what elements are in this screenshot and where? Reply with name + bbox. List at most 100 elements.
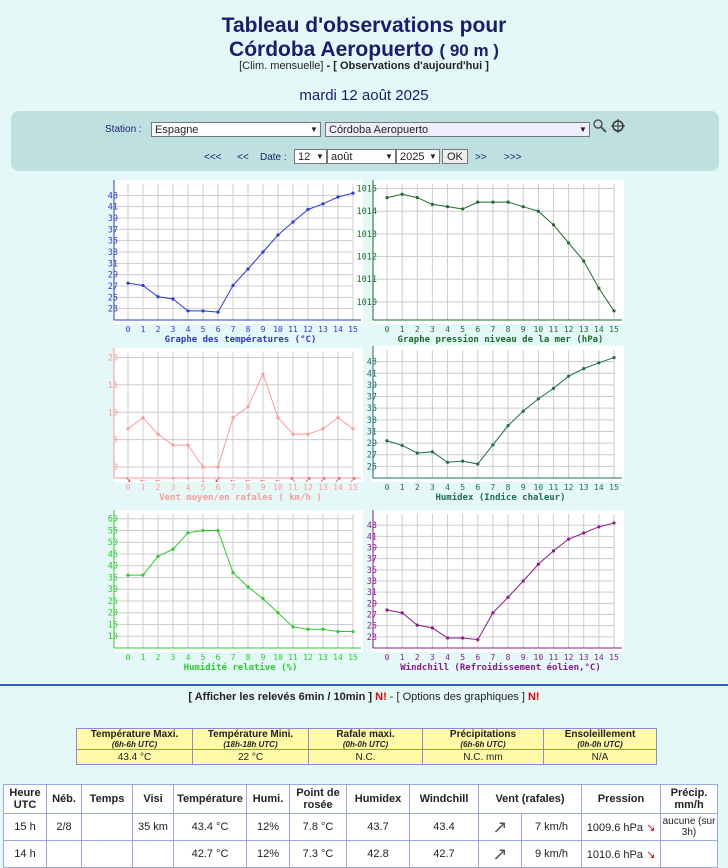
y-tick-label: 20 bbox=[108, 353, 118, 363]
y-tick-label: 39 bbox=[108, 214, 118, 224]
x-tick-label: 6 bbox=[216, 325, 221, 334]
x-tick-label: 1 bbox=[141, 653, 146, 662]
wind-arrow-icon: ↘ bbox=[125, 475, 132, 484]
search-icon[interactable] bbox=[593, 119, 607, 133]
x-tick-label: 3 bbox=[430, 325, 435, 334]
x-tick-label: 9 bbox=[521, 325, 526, 334]
y-tick-label: 0 bbox=[113, 463, 118, 473]
chevron-down-icon: ▼ bbox=[579, 125, 587, 134]
data-point bbox=[612, 521, 616, 525]
data-point bbox=[536, 397, 540, 401]
summary-value: 22 °C bbox=[192, 749, 309, 765]
x-tick-label: 13 bbox=[318, 325, 328, 334]
x-tick-label: 5 bbox=[201, 653, 206, 662]
x-tick-label: 3 bbox=[171, 653, 176, 662]
x-tick-label: 15 bbox=[348, 325, 358, 334]
nav-far-back[interactable]: <<< bbox=[204, 152, 222, 163]
nav-far-forward[interactable]: >>> bbox=[504, 152, 522, 163]
x-tick-label: 14 bbox=[594, 483, 604, 492]
x-tick-label: 12 bbox=[564, 325, 574, 334]
y-tick-label: 27 bbox=[367, 611, 377, 621]
y-tick-label: 43 bbox=[108, 191, 118, 201]
col-temps: Temps bbox=[81, 784, 133, 814]
nav-forward[interactable]: >> bbox=[475, 152, 487, 163]
data-point bbox=[582, 531, 586, 535]
data-point bbox=[415, 451, 419, 455]
y-tick-label: 50 bbox=[108, 538, 118, 548]
data-point bbox=[597, 525, 601, 529]
nav-back[interactable]: << bbox=[237, 152, 249, 163]
series-line bbox=[386, 193, 615, 312]
x-tick-label: 10 bbox=[534, 325, 544, 334]
y-tick-label: 20 bbox=[108, 609, 118, 619]
x-tick-label: 2 bbox=[415, 653, 420, 662]
x-tick-label: 3 bbox=[171, 325, 176, 334]
show-readings-link[interactable]: Afficher les relevés 6min / 10min bbox=[194, 691, 366, 703]
series-line bbox=[127, 192, 354, 313]
y-tick-label: 10 bbox=[108, 408, 118, 418]
col-temperature: Température bbox=[173, 784, 247, 814]
y-tick-label: 55 bbox=[108, 526, 118, 536]
data-point bbox=[216, 310, 220, 314]
wind-arrow-icon: ← bbox=[229, 475, 237, 484]
data-point bbox=[261, 250, 265, 254]
x-tick-label: 13 bbox=[318, 653, 328, 662]
data-point bbox=[506, 595, 510, 599]
summary-value: 43.4 °C bbox=[76, 749, 193, 765]
data-point bbox=[597, 361, 601, 365]
chart-options-link[interactable]: - [ Options des graphiques ] bbox=[386, 691, 525, 703]
y-tick-label: 33 bbox=[367, 577, 377, 587]
y-tick-label: 31 bbox=[367, 588, 377, 598]
summary-value: N.C. mm bbox=[422, 749, 544, 765]
x-tick-label: 1 bbox=[141, 325, 146, 334]
col-neb: Néb. bbox=[46, 784, 82, 814]
data-point bbox=[400, 443, 404, 448]
chevron-down-icon: ▼ bbox=[429, 152, 437, 161]
col-windchill: Windchill bbox=[409, 784, 479, 814]
y-tick-label: 31 bbox=[367, 427, 377, 437]
y-tick-label: 1010 bbox=[357, 298, 377, 308]
x-tick-label: 11 bbox=[288, 653, 298, 662]
country-select[interactable]: Espagne ▼ bbox=[151, 122, 321, 137]
y-tick-label: 31 bbox=[108, 259, 118, 269]
data-point bbox=[612, 355, 616, 360]
year-select[interactable]: 2025 ▼ bbox=[396, 149, 440, 164]
x-tick-label: 14 bbox=[333, 325, 343, 334]
data-point bbox=[306, 207, 310, 212]
data-point bbox=[445, 636, 450, 640]
table-row: 14 h 42.7 °C 12% 7.3 °C 42.8 42.7 ↗ 9 km… bbox=[3, 840, 718, 868]
trend-down-icon: ↘ bbox=[646, 848, 656, 861]
month-select[interactable]: août ▼ bbox=[327, 149, 396, 164]
data-point bbox=[476, 462, 480, 466]
wind-arrow-icon: ↓ bbox=[201, 475, 205, 484]
y-tick-label: 45 bbox=[108, 550, 118, 560]
col-humi: Humi. bbox=[246, 784, 290, 814]
x-tick-label: 13 bbox=[579, 653, 589, 662]
x-tick-label: 5 bbox=[460, 325, 465, 334]
x-tick-label: 13 bbox=[579, 483, 589, 492]
ok-button[interactable]: OK bbox=[442, 149, 468, 164]
x-tick-label: 11 bbox=[288, 483, 298, 492]
x-tick-label: 13 bbox=[579, 325, 589, 334]
y-tick-label: 41 bbox=[108, 203, 118, 213]
data-point bbox=[612, 309, 616, 313]
chevron-down-icon: ▼ bbox=[310, 125, 318, 134]
wind-direction-icon: ↗ bbox=[478, 840, 522, 868]
x-tick-label: 2 bbox=[156, 653, 161, 662]
day-select[interactable]: 12 ▼ bbox=[294, 149, 327, 164]
data-point bbox=[186, 309, 190, 313]
data-point bbox=[261, 597, 265, 601]
locate-icon[interactable] bbox=[611, 119, 625, 133]
data-point bbox=[461, 636, 465, 640]
y-tick-label: 33 bbox=[367, 416, 377, 426]
x-tick-label: 14 bbox=[333, 653, 343, 662]
x-tick-label: 0 bbox=[126, 483, 131, 492]
observations-link[interactable]: Observations d'aujourd'hui bbox=[340, 60, 483, 72]
x-tick-label: 7 bbox=[231, 325, 236, 334]
x-tick-label: 2 bbox=[415, 325, 420, 334]
data-point bbox=[567, 241, 571, 245]
station-select[interactable]: Córdoba Aeropuerto ▼ bbox=[325, 122, 590, 137]
clim-mensuelle-link[interactable]: Clim. mensuelle bbox=[242, 60, 321, 72]
summary-header: Ensoleillement (0h-0h UTC) bbox=[543, 728, 657, 750]
y-tick-label: 15 bbox=[108, 381, 118, 391]
